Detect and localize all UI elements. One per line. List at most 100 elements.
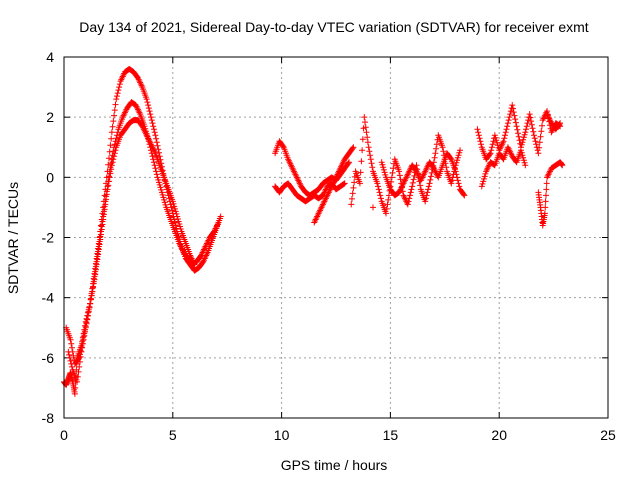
data-point-interpolated	[529, 125, 536, 132]
data-point-interpolated	[476, 135, 483, 142]
data-point-interpolated	[508, 105, 515, 112]
data-point-interpolated	[134, 74, 141, 81]
data-point-interpolated	[90, 280, 97, 287]
data-point-interpolated	[152, 165, 159, 172]
data-point-interpolated	[488, 147, 495, 154]
data-point-interpolated	[542, 198, 549, 205]
data-point-interpolated	[111, 112, 118, 119]
data-point-interpolated	[171, 219, 178, 226]
data-point-interpolated	[447, 155, 454, 162]
data-point	[531, 132, 538, 139]
data-point-interpolated	[534, 147, 541, 154]
data-point-interpolated	[108, 135, 115, 142]
data-point-interpolated	[364, 139, 371, 146]
data-point-interpolated	[519, 152, 526, 159]
data-point-interpolated	[154, 142, 161, 149]
data-point-interpolated	[113, 135, 120, 142]
data-point	[383, 210, 390, 217]
data-point-interpolated	[454, 177, 461, 184]
data-point-interpolated	[511, 112, 518, 119]
data-point-interpolated	[156, 149, 163, 156]
data-point-interpolated	[176, 220, 183, 227]
data-point-interpolated	[148, 117, 155, 124]
data-point-interpolated	[158, 186, 165, 193]
data-point-interpolated	[107, 170, 114, 177]
data-point-interpolated	[103, 196, 110, 203]
data-point-interpolated	[515, 130, 522, 137]
data-point	[374, 180, 381, 187]
data-point-interpolated	[376, 189, 383, 196]
data-point-interpolated	[428, 173, 435, 180]
data-point-interpolated	[543, 186, 550, 193]
data-point-interpolated	[380, 166, 387, 173]
data-point-interpolated	[542, 204, 549, 211]
data-point-interpolated	[76, 358, 83, 365]
data-point-interpolated	[146, 108, 153, 115]
data-point-interpolated	[105, 155, 112, 162]
data-point	[461, 192, 468, 199]
data-point-interpolated	[531, 135, 538, 142]
data-point	[191, 261, 198, 268]
data-point-interpolated	[536, 139, 543, 146]
data-point	[369, 204, 376, 211]
data-point	[74, 378, 81, 385]
data-point-interpolated	[494, 139, 501, 146]
data-point-interpolated	[520, 157, 527, 164]
data-point-interpolated	[542, 192, 549, 199]
data-point	[365, 144, 372, 151]
data-point-interpolated	[112, 147, 119, 154]
data-point	[409, 183, 416, 190]
data-point-interpolated	[382, 171, 389, 178]
data-point-interpolated	[96, 241, 103, 248]
data-point-interpolated	[97, 236, 104, 243]
y-tick-label: 2	[46, 109, 54, 125]
data-point-interpolated	[489, 141, 496, 148]
x-tick-label: 15	[383, 427, 399, 443]
data-point-interpolated	[101, 206, 108, 213]
data-point-interpolated	[171, 205, 178, 212]
data-point	[396, 168, 403, 175]
y-tick-label: -6	[42, 350, 55, 366]
data-point-interpolated	[408, 186, 415, 193]
data-point-interpolated	[68, 363, 75, 370]
data-point-interpolated	[111, 107, 118, 114]
data-point	[557, 120, 564, 127]
data-point-interpolated	[504, 123, 511, 130]
data-point-interpolated	[407, 189, 414, 196]
data-point-interpolated	[85, 308, 92, 315]
data-point-interpolated	[521, 131, 528, 138]
data-point-interpolated	[175, 218, 182, 225]
data-point-interpolated	[358, 158, 365, 165]
data-point	[217, 213, 224, 220]
data-point-interpolated	[523, 126, 530, 133]
data-point-interpolated	[110, 156, 117, 163]
data-point-interpolated	[424, 189, 431, 196]
data-point-interpolated	[493, 137, 500, 144]
data-point-interpolated	[359, 136, 366, 143]
data-point-interpolated	[99, 221, 106, 228]
data-point-interpolated	[109, 123, 116, 130]
data-point-interpolated	[106, 174, 113, 181]
data-point-interpolated	[210, 229, 217, 236]
data-point-interpolated	[110, 118, 117, 125]
data-point-interpolated	[433, 141, 440, 148]
data-point	[350, 144, 357, 151]
data-point-interpolated	[486, 151, 493, 158]
data-point-interpolated	[510, 109, 517, 116]
data-point-interpolated	[515, 133, 522, 140]
data-point-interpolated	[453, 171, 460, 178]
data-point-interpolated	[528, 118, 535, 125]
data-point-interpolated	[385, 196, 392, 203]
data-point-interpolated	[364, 134, 371, 141]
data-point-interpolated	[86, 304, 93, 311]
x-tick-label: 0	[60, 427, 68, 443]
data-point-interpolated	[440, 148, 447, 155]
data-point-interpolated	[380, 164, 387, 171]
data-point-interpolated	[409, 179, 416, 186]
data-point-interpolated	[109, 159, 116, 166]
data-point-interpolated	[530, 128, 537, 135]
data-point-interpolated	[454, 154, 461, 161]
data-point-interpolated	[502, 129, 509, 136]
data-point-interpolated	[490, 138, 497, 145]
data-point-interpolated	[422, 195, 429, 202]
